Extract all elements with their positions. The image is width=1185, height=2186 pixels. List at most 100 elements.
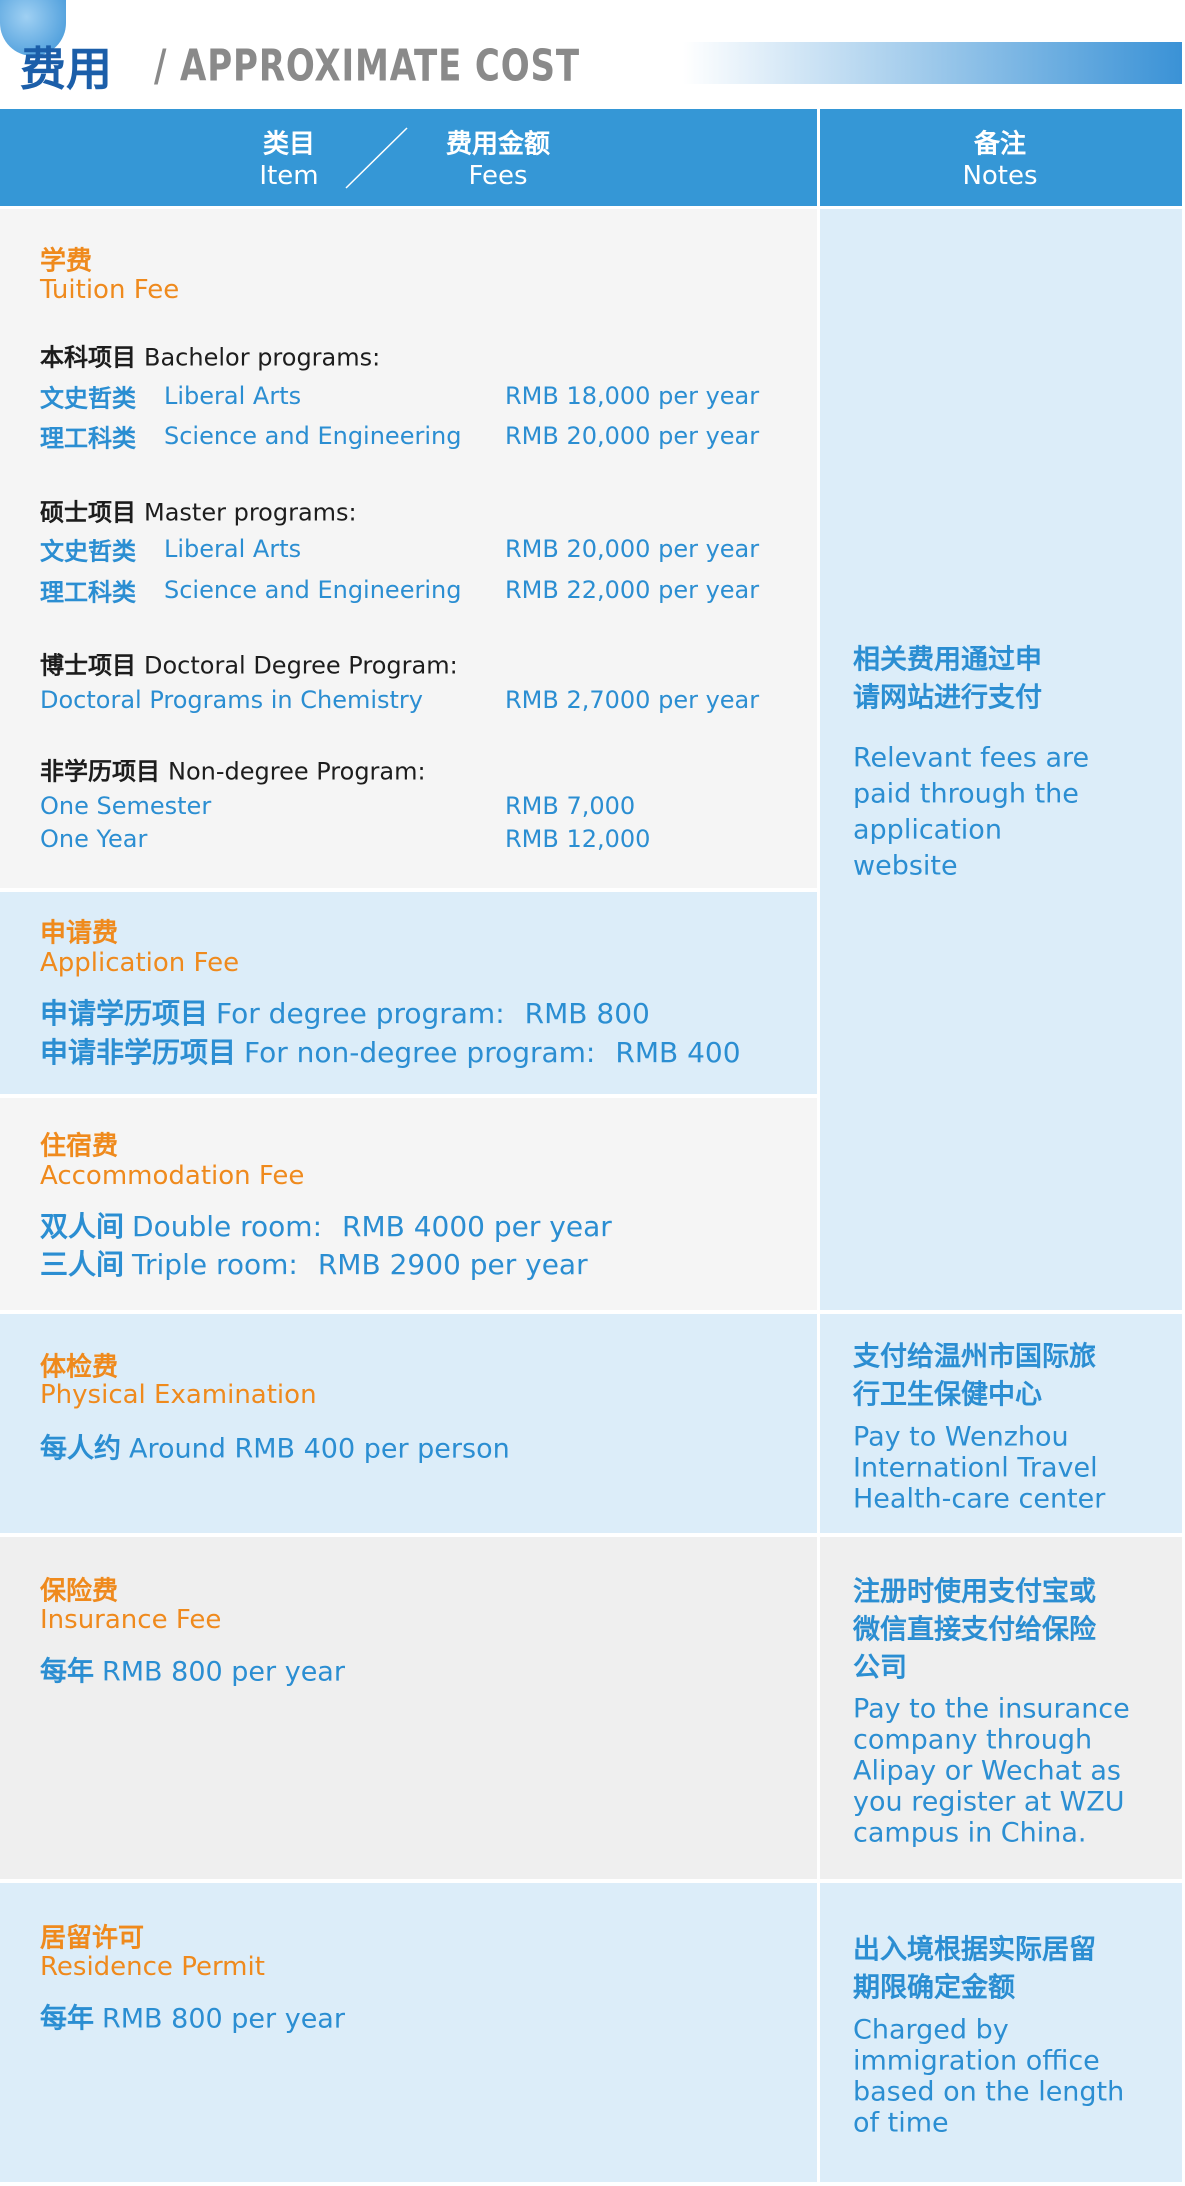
note-cn: 微信直接支付给保险	[853, 1614, 1096, 1646]
note-cn: 行卫生保健中心	[853, 1379, 1042, 1411]
row-title-en: Physical Examination	[40, 1380, 317, 1410]
fee-line-en: Around RMB 400 per person	[129, 1433, 510, 1465]
group-heading: 硕士项目 Master programs:	[40, 493, 357, 528]
group-heading-en: Non-degree Program:	[168, 757, 426, 786]
table-cell	[820, 1883, 1182, 2182]
fee-line-cn: 每人约	[40, 1433, 121, 1465]
item-cn: 文史哲类	[40, 384, 136, 413]
row-title-en: Application Fee	[40, 948, 240, 978]
note-cn: 相关费用通过申	[853, 644, 1042, 676]
row-title-cn: 住宿费	[40, 1131, 119, 1162]
note-en: application	[853, 814, 1002, 846]
note-en: Health-care center	[853, 1483, 1106, 1515]
group-heading: 非学历项目 Non-degree Program:	[40, 752, 426, 787]
table-cell	[820, 209, 1182, 1310]
group-heading-en: Master programs:	[144, 498, 357, 527]
table-cell	[0, 1098, 817, 1310]
title-cn: 费用	[20, 42, 112, 96]
table-cell	[0, 1883, 817, 2182]
note-en: Charged by	[853, 2014, 1009, 2046]
item-fee: RMB 20,000 per year	[505, 422, 760, 450]
item-en: Doctoral Programs in Chemistry	[40, 686, 423, 714]
group-heading-cn: 本科项目	[40, 343, 136, 372]
note-en: of time	[853, 2107, 949, 2139]
row-title-cn: 体检费	[40, 1352, 119, 1383]
column-header: Fees	[468, 161, 528, 191]
note-en: Pay to the insurance	[853, 1693, 1130, 1725]
row-title-cn: 居留许可	[40, 1923, 145, 1954]
note-cn: 注册时使用支付宝或	[853, 1576, 1096, 1608]
group-heading: 本科项目 Bachelor programs:	[40, 338, 380, 373]
row-title-cn: 学费	[40, 246, 93, 277]
fee-line-fee: RMB 800	[524, 997, 650, 1030]
fee-line: 双人间 Double room: RMB 4000 per year	[40, 1205, 612, 1245]
column-header: Notes	[962, 161, 1038, 191]
note-en: immigration office	[853, 2045, 1100, 2077]
note-en: paid through the	[853, 778, 1079, 810]
fee-line-cn: 申请非学历项目	[40, 1036, 237, 1069]
fee-line-fee: RMB 2900 per year	[317, 1248, 588, 1281]
fee-line: 每人约 Around RMB 400 per person	[40, 1427, 510, 1466]
group-heading: 博士项目 Doctoral Degree Program:	[40, 646, 458, 681]
item-en: One Year	[40, 825, 148, 853]
fee-line-en: Double room:	[132, 1210, 322, 1243]
column-header: 类目	[262, 129, 316, 160]
item-en: One Semester	[40, 792, 212, 820]
group-heading-cn: 非学历项目	[40, 757, 160, 786]
item-en: Liberal Arts	[164, 382, 302, 410]
group-heading-en: Bachelor programs:	[144, 343, 381, 372]
item-en: Liberal Arts	[164, 535, 302, 563]
table-cell	[0, 1314, 817, 1533]
item-cn: 文史哲类	[40, 537, 136, 566]
header-cell	[0, 109, 817, 206]
row-title-en: Residence Permit	[40, 1952, 265, 1982]
note-cn: 出入境根据实际居留	[853, 1934, 1096, 1966]
fee-line-en: RMB 800 per year	[102, 2003, 345, 2035]
fee-line: 申请非学历项目 For non-degree program: RMB 400	[40, 1031, 741, 1071]
fee-line-en: For degree program:	[216, 997, 505, 1030]
group-heading-cn: 硕士项目	[40, 498, 136, 527]
table-cell	[0, 209, 817, 888]
fee-line-en: Triple room:	[132, 1248, 298, 1281]
table-cell	[0, 1537, 817, 1879]
fee-line-cn: 每年	[40, 2003, 94, 2035]
fee-line-cn: 双人间	[40, 1210, 125, 1243]
item-fee: RMB 22,000 per year	[505, 576, 760, 604]
fee-line: 申请学历项目 For degree program: RMB 800	[40, 992, 650, 1032]
title-circle	[0, 0, 66, 56]
note-en: campus in China.	[853, 1817, 1087, 1849]
note-en: Relevant fees are	[853, 742, 1090, 774]
fee-line-fee: RMB 4000 per year	[342, 1210, 612, 1243]
note-en: Internationl Travel	[853, 1452, 1098, 1484]
fee-line-cn: 三人间	[40, 1248, 125, 1281]
item-en: Science and Engineering	[164, 576, 462, 604]
item-cn: 理工科类	[40, 578, 136, 607]
row-title-en: Insurance Fee	[40, 1605, 222, 1635]
note-cn: 期限确定金额	[853, 1972, 1015, 2004]
note-en: based on the length	[853, 2076, 1125, 2108]
column-header: Item	[259, 161, 319, 191]
fee-line: 三人间 Triple room: RMB 2900 per year	[40, 1243, 588, 1283]
row-title-cn: 申请费	[40, 918, 119, 949]
header-cell	[820, 109, 1182, 206]
column-header: 备注	[973, 129, 1027, 160]
note-en: Pay to Wenzhou	[853, 1421, 1069, 1453]
note-en: company through	[853, 1724, 1093, 1756]
fee-line-en: For non-degree program:	[244, 1036, 596, 1069]
table-cell	[820, 1537, 1182, 1879]
group-heading-cn: 博士项目	[40, 651, 136, 680]
item-fee: RMB 18,000 per year	[505, 382, 760, 410]
group-heading-en: Doctoral Degree Program:	[144, 651, 458, 680]
fee-line-fee: RMB 400	[615, 1036, 741, 1069]
title-bar	[683, 42, 1182, 84]
note-cn: 公司	[853, 1652, 907, 1684]
row-title-en: Accommodation Fee	[40, 1161, 305, 1191]
item-fee: RMB 7,000	[505, 792, 636, 820]
item-fee: RMB 20,000 per year	[505, 535, 760, 563]
row-title-cn: 保险费	[40, 1576, 119, 1607]
note-en: Alipay or Wechat as	[853, 1755, 1121, 1787]
note-cn: 支付给温州市国际旅	[853, 1341, 1096, 1373]
fee-line: 每年 RMB 800 per year	[40, 1997, 345, 2036]
note-en: website	[853, 850, 958, 882]
